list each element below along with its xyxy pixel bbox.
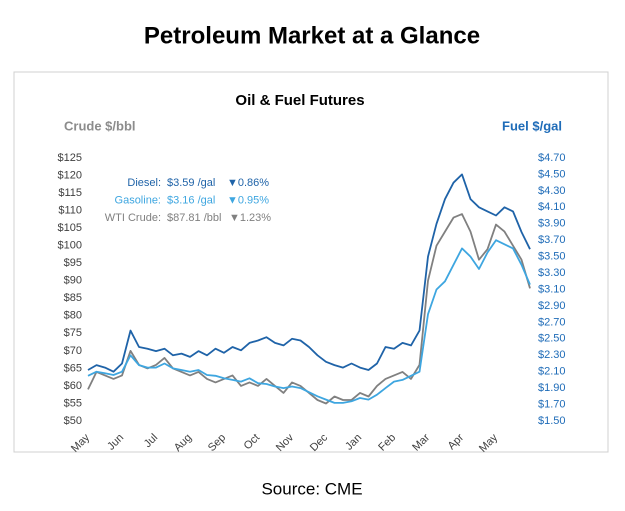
y-tick-label: $110 xyxy=(58,205,82,217)
y-tick-label: $75 xyxy=(64,327,82,339)
series-line xyxy=(87,239,531,404)
y2-tick-label: $4.50 xyxy=(538,168,566,180)
legend-name: Gasoline: xyxy=(115,194,161,206)
series-line xyxy=(87,173,531,373)
y2-tick-label: $4.70 xyxy=(538,152,566,164)
y-tick-label: $105 xyxy=(58,222,82,234)
y2-tick-label: $2.90 xyxy=(538,300,566,312)
legend-change: ▼0.86% xyxy=(227,177,269,189)
y2-tick-label: $1.90 xyxy=(538,382,566,394)
y2-tick-label: $4.30 xyxy=(538,185,566,197)
legend-change: ▼0.95% xyxy=(227,194,269,206)
y2-tick-label: $2.50 xyxy=(538,333,566,345)
legend-name: Diesel: xyxy=(127,177,161,189)
y-tick-label: $70 xyxy=(64,345,82,357)
page-title: Petroleum Market at a Glance xyxy=(144,22,480,49)
y2-tick-label: $3.10 xyxy=(538,283,566,295)
y2-axis-label: Fuel $/gal xyxy=(502,118,562,133)
chart-title: Oil & Fuel Futures xyxy=(235,92,364,109)
y2-tick-label: $2.30 xyxy=(538,349,566,361)
y-tick-label: $100 xyxy=(58,240,82,252)
y-tick-label: $55 xyxy=(64,397,82,409)
y2-tick-label: $1.50 xyxy=(538,415,566,427)
y2-tick-label: $2.70 xyxy=(538,316,566,328)
y2-tick-label: $3.30 xyxy=(538,267,566,279)
legend-price: $3.16 /gal xyxy=(167,194,215,206)
y2-tick-label: $4.10 xyxy=(538,201,566,213)
y-tick-label: $80 xyxy=(64,310,82,322)
legend-price: $3.59 /gal xyxy=(167,177,215,189)
y2-tick-label: $3.50 xyxy=(538,251,566,263)
y-tick-label: $95 xyxy=(64,257,82,269)
y-tick-label: $85 xyxy=(64,292,82,304)
legend-name: WTI Crude: xyxy=(105,212,161,224)
legend-change: ▼1.23% xyxy=(229,212,271,224)
y2-tick-label: $3.70 xyxy=(538,234,566,246)
legend-price: $87.81 /bbl xyxy=(167,212,221,224)
chart-frame xyxy=(13,71,609,453)
source: Source: CME xyxy=(261,479,362,498)
y-tick-label: $120 xyxy=(58,169,82,181)
y-tick-label: $125 xyxy=(58,152,82,164)
y2-tick-label: $2.10 xyxy=(538,366,566,378)
y-tick-label: $65 xyxy=(64,362,82,374)
y-tick-label: $50 xyxy=(64,415,82,427)
y-tick-label: $115 xyxy=(58,187,82,199)
y2-tick-label: $3.90 xyxy=(538,218,566,230)
y2-tick-label: $1.70 xyxy=(538,398,566,410)
y-axis-label: Crude $/bbl xyxy=(64,118,136,133)
y-tick-label: $60 xyxy=(64,380,82,392)
y-tick-label: $90 xyxy=(64,275,82,287)
